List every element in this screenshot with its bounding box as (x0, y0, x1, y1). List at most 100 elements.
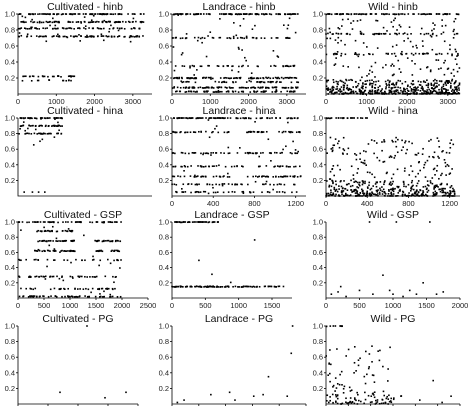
data-point (180, 53, 183, 56)
data-point (403, 185, 405, 188)
data-point (262, 91, 265, 93)
data-point (47, 221, 50, 223)
data-point (110, 13, 113, 15)
data-point (297, 150, 300, 153)
data-point (87, 288, 90, 291)
data-point (390, 184, 392, 186)
data-point (453, 195, 456, 197)
data-point (62, 221, 64, 223)
data-point (273, 165, 275, 168)
panel-title: Cultivated - PG (42, 313, 113, 325)
data-point (362, 192, 364, 195)
data-point (366, 74, 368, 77)
data-point (21, 15, 24, 18)
data-point (211, 131, 213, 134)
data-point (97, 35, 99, 37)
data-point (376, 89, 379, 92)
data-point (189, 13, 192, 15)
data-point (412, 13, 414, 15)
data-point (223, 117, 225, 120)
data-point (195, 285, 198, 287)
data-point (210, 393, 212, 396)
data-point (267, 285, 270, 288)
data-point (272, 176, 275, 178)
data-point (53, 287, 56, 290)
data-point (354, 53, 356, 56)
data-point (451, 190, 454, 193)
data-point (393, 19, 395, 22)
data-point (444, 88, 446, 90)
data-point (176, 221, 179, 223)
data-point (407, 13, 410, 15)
data-point (330, 185, 333, 188)
y-tick-label: 0.2 (5, 384, 15, 393)
data-point (448, 13, 451, 15)
x-tick-label: 2000 (240, 97, 257, 106)
data-point (226, 285, 229, 288)
data-point (193, 131, 195, 133)
data-point (363, 192, 366, 195)
data-point (205, 86, 208, 88)
data-point (32, 296, 35, 298)
data-point (275, 90, 278, 92)
data-point (407, 84, 409, 87)
data-point (385, 83, 388, 85)
data-point (211, 286, 214, 288)
data-point (425, 188, 428, 191)
data-point (19, 13, 22, 15)
data-point (336, 91, 338, 94)
data-point (441, 19, 443, 21)
data-point (435, 185, 438, 188)
data-point (358, 88, 361, 91)
data-point (239, 117, 242, 120)
data-point (403, 170, 406, 172)
data-point (360, 13, 363, 16)
data-point (263, 91, 266, 93)
data-point (440, 183, 443, 186)
data-point (395, 81, 398, 84)
data-point (184, 165, 187, 168)
data-point (281, 165, 284, 167)
data-point (390, 83, 393, 86)
data-point (331, 147, 334, 149)
data-point (244, 117, 247, 119)
y-tick-label: 0.8 (159, 337, 169, 346)
data-point (292, 13, 294, 15)
data-point (205, 286, 208, 288)
data-point (285, 76, 288, 79)
data-point (49, 24, 51, 27)
data-point (331, 150, 334, 153)
data-point (74, 287, 76, 290)
data-point (263, 81, 265, 84)
data-point (384, 32, 387, 35)
data-point (92, 258, 95, 261)
data-point (440, 33, 443, 35)
data-point (340, 185, 343, 188)
data-point (283, 191, 286, 194)
data-point (384, 402, 387, 404)
data-point (391, 93, 394, 95)
data-point (185, 90, 188, 93)
data-point (60, 250, 62, 252)
data-point (370, 187, 373, 190)
data-point (329, 372, 331, 375)
data-point (20, 34, 23, 37)
data-point (241, 65, 243, 68)
data-point (56, 125, 58, 128)
y-tick-label: 0.2 (159, 74, 169, 83)
data-point (113, 21, 116, 24)
data-point (279, 152, 282, 154)
data-point (212, 87, 215, 89)
data-point (413, 192, 416, 195)
data-point (448, 152, 451, 154)
data-point (227, 191, 230, 193)
data-point (392, 13, 395, 15)
data-point (337, 81, 339, 83)
data-point (73, 28, 75, 30)
data-point (371, 173, 373, 176)
data-point (44, 250, 46, 253)
data-point (403, 88, 405, 90)
data-point (351, 401, 354, 403)
data-point (257, 176, 259, 178)
data-point (176, 90, 178, 93)
